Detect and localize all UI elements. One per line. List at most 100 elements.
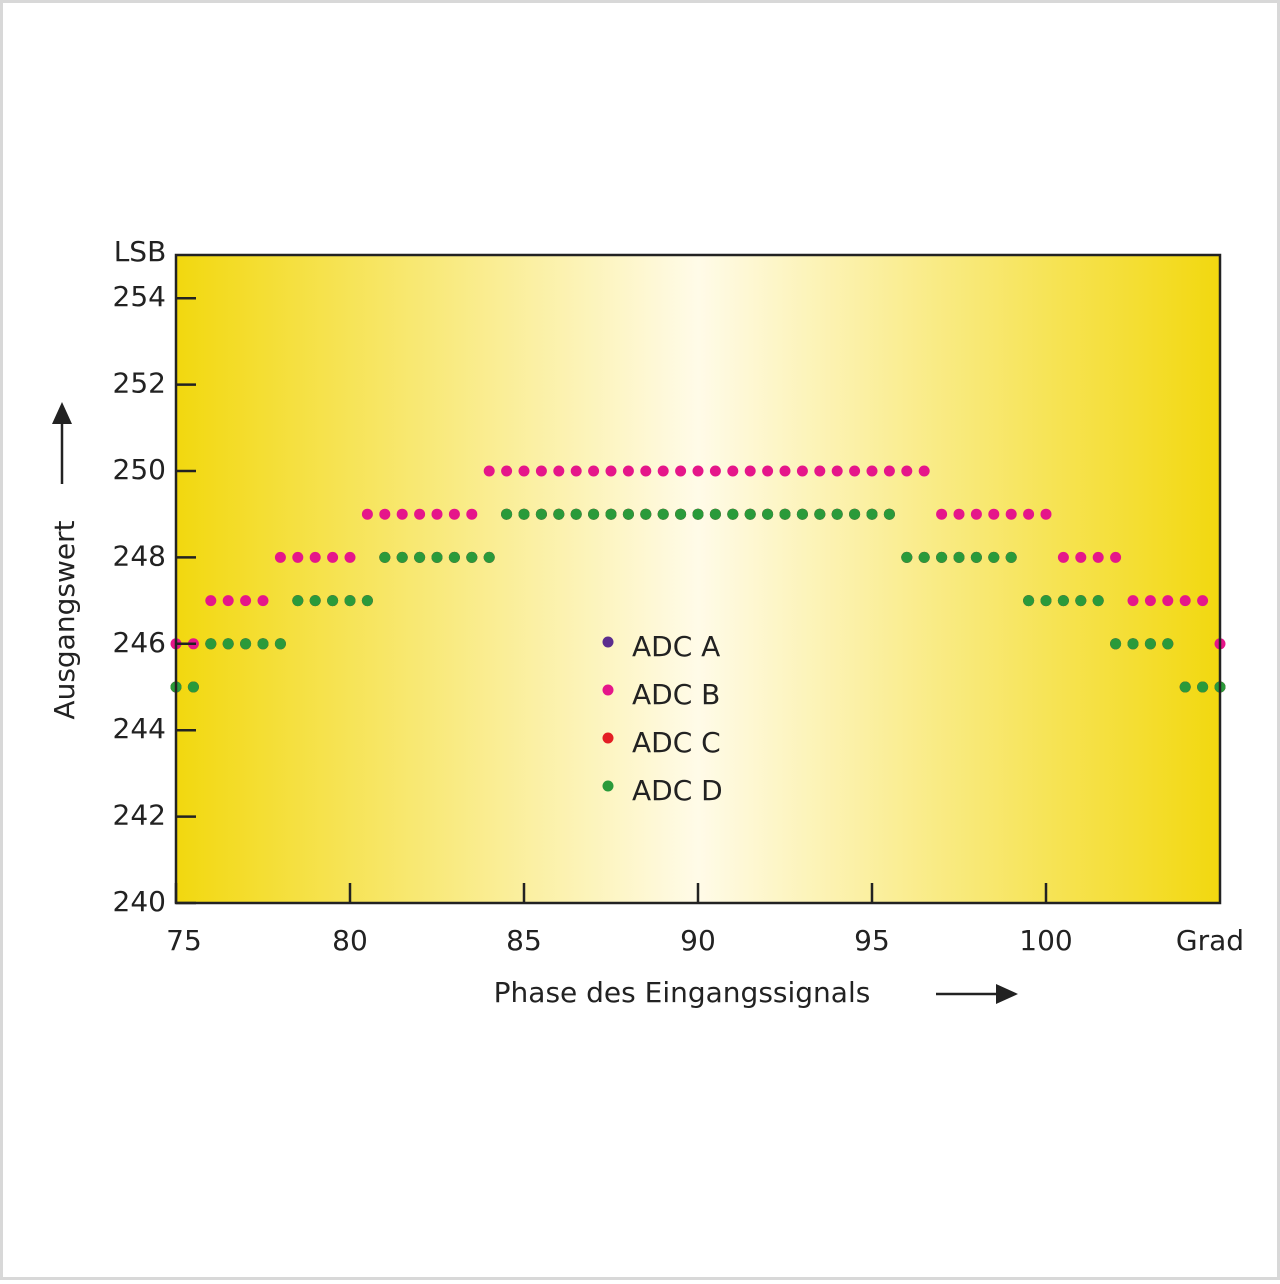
point [762, 508, 774, 520]
point [1005, 551, 1017, 563]
x-tick-label: 100 [1019, 924, 1072, 957]
point [831, 465, 843, 477]
point [883, 465, 895, 477]
point [762, 465, 774, 477]
point [274, 638, 286, 650]
point [936, 551, 948, 563]
point [1075, 551, 1087, 563]
point [1127, 638, 1139, 650]
point [570, 465, 582, 477]
y-tick-label: 242 [113, 799, 166, 832]
point [988, 508, 1000, 520]
point [1057, 551, 1069, 563]
legend-marker [602, 732, 614, 744]
x-tick-label: 80 [332, 924, 368, 957]
point [344, 595, 356, 607]
point [692, 508, 704, 520]
point [466, 508, 478, 520]
point [1144, 595, 1156, 607]
point [744, 508, 756, 520]
point [692, 465, 704, 477]
point [727, 465, 739, 477]
point [414, 508, 426, 520]
point [727, 508, 739, 520]
point [1040, 595, 1052, 607]
point [1179, 595, 1191, 607]
point [814, 508, 826, 520]
point [483, 551, 495, 563]
point [570, 508, 582, 520]
point [622, 465, 634, 477]
point [1110, 638, 1122, 650]
point [187, 681, 199, 693]
point [709, 508, 721, 520]
point [675, 508, 687, 520]
legend-label: ADC B [632, 678, 720, 711]
y-axis-label: Ausgangswert [48, 520, 81, 719]
y-tick-label: 244 [113, 712, 166, 745]
point [205, 595, 217, 607]
point [1075, 595, 1087, 607]
point [466, 551, 478, 563]
point [953, 508, 965, 520]
point [309, 595, 321, 607]
point [361, 595, 373, 607]
x-unit: Grad [1176, 924, 1244, 957]
legend-marker [602, 780, 614, 792]
legend-label: ADC D [632, 774, 723, 807]
point [414, 551, 426, 563]
point [327, 595, 339, 607]
point [796, 508, 808, 520]
point [1197, 595, 1209, 607]
point [936, 508, 948, 520]
x-axis-label: Phase des Eingangssignals [494, 976, 871, 1009]
legend-marker [602, 684, 614, 696]
point [1005, 508, 1017, 520]
point [396, 508, 408, 520]
y-arrow [52, 402, 72, 484]
point [814, 465, 826, 477]
point [1092, 551, 1104, 563]
point [292, 551, 304, 563]
point [1162, 595, 1174, 607]
point [1110, 551, 1122, 563]
point [1023, 595, 1035, 607]
point [588, 508, 600, 520]
point [657, 465, 669, 477]
point [483, 465, 495, 477]
point [709, 465, 721, 477]
point [205, 638, 217, 650]
point [640, 465, 652, 477]
point [849, 508, 861, 520]
x-tick-label: 75 [166, 924, 202, 957]
point [675, 465, 687, 477]
point [970, 508, 982, 520]
point [883, 508, 895, 520]
y-tick-label: 240 [113, 885, 166, 918]
point [222, 638, 234, 650]
y-tick-label: 252 [113, 367, 166, 400]
point [988, 551, 1000, 563]
point [257, 638, 269, 650]
point [744, 465, 756, 477]
y-tick-label: 254 [113, 280, 166, 313]
point [1092, 595, 1104, 607]
point [588, 465, 600, 477]
point [344, 551, 356, 563]
point [796, 465, 808, 477]
point [901, 551, 913, 563]
point [1197, 681, 1209, 693]
point [953, 551, 965, 563]
point [379, 551, 391, 563]
point [309, 551, 321, 563]
point [240, 638, 252, 650]
point [918, 465, 930, 477]
point [501, 465, 513, 477]
point [831, 508, 843, 520]
point [640, 508, 652, 520]
point [518, 508, 530, 520]
x-tick-label: 90 [680, 924, 716, 957]
point [292, 595, 304, 607]
